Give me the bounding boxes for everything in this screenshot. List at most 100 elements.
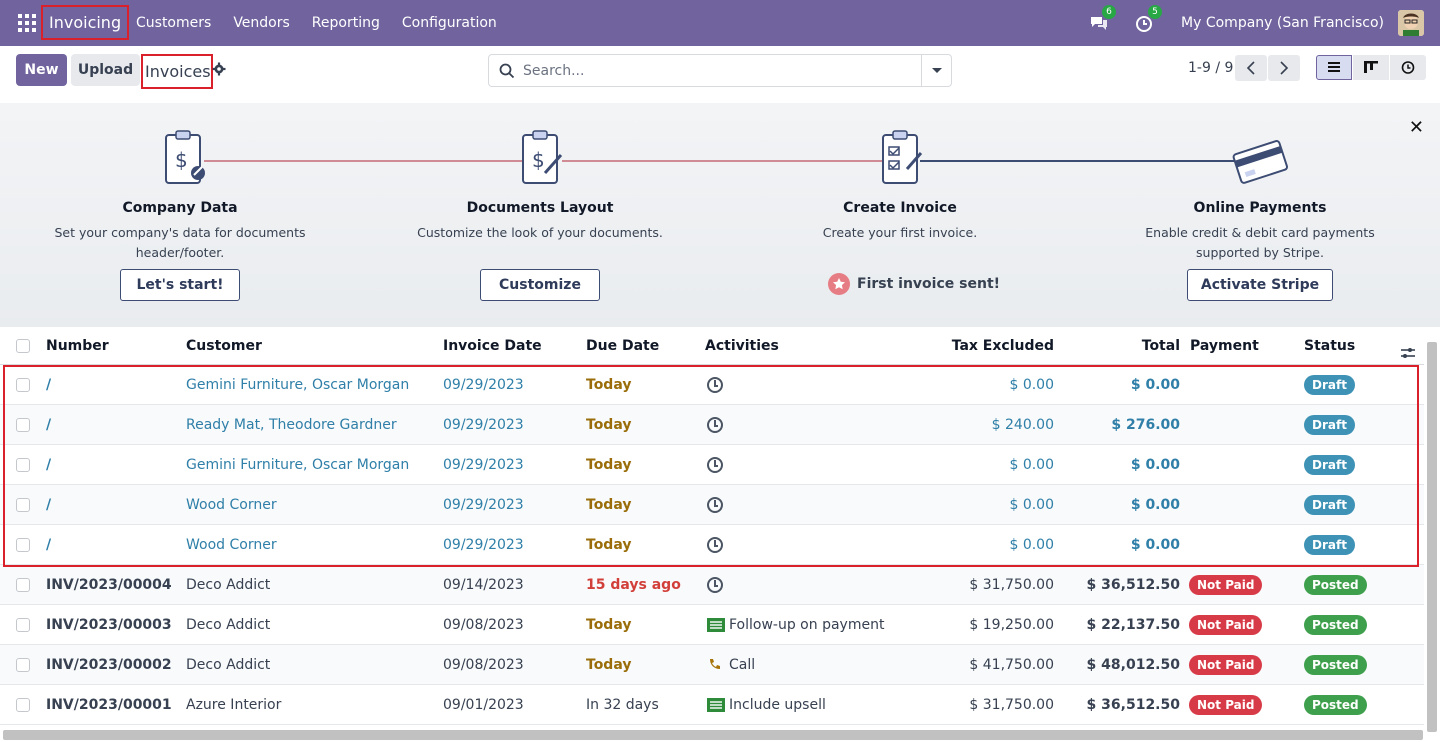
company-data-illustration-icon: $ <box>158 127 218 191</box>
search-input[interactable] <box>523 61 913 81</box>
row-checkbox[interactable] <box>16 578 30 592</box>
payment-badge: Not Paid <box>1189 695 1263 715</box>
company-switcher[interactable]: My Company (San Francisco) <box>1181 15 1384 31</box>
invoice-number: INV/2023/00002 <box>46 657 172 673</box>
activity-clock-icon[interactable]: 5 <box>1135 5 1163 33</box>
activity-clock-icon[interactable] <box>707 497 723 513</box>
step-description: Customize the look of your documents. <box>417 225 663 240</box>
activity-clock-icon[interactable] <box>707 577 723 593</box>
kanban-view-button[interactable] <box>1353 55 1389 80</box>
tax-excluded-amount: $ 0.00 <box>1009 377 1054 393</box>
table-row[interactable]: / Wood Corner 09/29/2023 Today $ 0.00 $ 0.00 D… <box>0 525 1424 565</box>
activity-clock-icon[interactable] <box>707 417 723 433</box>
step-title: Create Invoice <box>843 200 957 216</box>
customize-button[interactable]: Customize <box>480 269 600 301</box>
due-date: Today <box>586 657 632 673</box>
header-payment[interactable]: Payment <box>1190 338 1259 354</box>
table-row[interactable]: INV/2023/00004 Deco Addict 09/14/2023 15 da… <box>0 565 1424 605</box>
row-checkbox[interactable] <box>16 658 30 672</box>
customer-name: Deco Addict <box>186 657 271 673</box>
row-checkbox[interactable] <box>16 418 30 432</box>
progress-line <box>562 160 884 162</box>
status-cell: Posted <box>1304 565 1367 605</box>
menu-vendors[interactable]: Vendors <box>233 15 290 31</box>
table-row[interactable]: INV/2023/00002 Deco Addict 09/08/2023 Today… <box>0 645 1424 685</box>
row-checkbox[interactable] <box>16 618 30 632</box>
activity-clock-icon[interactable] <box>707 377 723 393</box>
pager-next-button[interactable] <box>1268 55 1300 81</box>
column-settings-icon[interactable] <box>1400 338 1416 358</box>
activity-clock-icon[interactable] <box>707 537 723 553</box>
activate-stripe-button[interactable]: Activate Stripe <box>1187 269 1333 301</box>
header-tax-excluded[interactable]: Tax Excluded <box>951 338 1054 354</box>
row-checkbox[interactable] <box>16 458 30 472</box>
pager-previous-button[interactable] <box>1235 55 1267 81</box>
activity-cell[interactable] <box>707 565 723 605</box>
table-row[interactable]: INV/2023/00003 Deco Addict 09/08/2023 Today… <box>0 605 1424 645</box>
search-options-dropdown[interactable] <box>921 55 951 86</box>
vertical-scrollbar[interactable] <box>1427 342 1437 732</box>
table-header: Number Customer Invoice Date Due Date Ac… <box>0 327 1424 365</box>
list-view-button[interactable] <box>1316 55 1352 80</box>
user-avatar[interactable] <box>1398 10 1424 36</box>
select-all-checkbox[interactable] <box>16 339 30 353</box>
header-invoice-date[interactable]: Invoice Date <box>443 338 542 354</box>
activity-clock-icon[interactable] <box>707 457 723 473</box>
status-cell: Draft <box>1304 485 1355 525</box>
apps-grid-icon[interactable] <box>18 14 36 32</box>
header-status[interactable]: Status <box>1304 338 1356 354</box>
activity-cell[interactable] <box>707 405 723 445</box>
horizontal-scrollbar[interactable] <box>3 730 1423 740</box>
activity-cell[interactable]: Call <box>707 645 755 685</box>
new-button[interactable]: New <box>16 54 67 86</box>
tax-excluded-amount: $ 31,750.00 <box>969 697 1054 713</box>
invoice-date: 09/01/2023 <box>443 697 524 713</box>
progress-line <box>920 160 1240 162</box>
pager-value[interactable]: 1-9 / 9 <box>1188 60 1234 76</box>
activity-cell[interactable] <box>707 365 723 405</box>
activity-cell[interactable] <box>707 525 723 565</box>
due-date: Today <box>586 617 632 633</box>
table-row[interactable]: / Gemini Furniture, Oscar Morgan 09/29/202… <box>0 365 1424 405</box>
header-customer[interactable]: Customer <box>186 338 262 354</box>
star-icon <box>828 273 850 295</box>
close-icon[interactable]: ✕ <box>1408 117 1424 138</box>
status-badge: Draft <box>1304 495 1355 515</box>
menu-reporting[interactable]: Reporting <box>311 15 380 31</box>
table-row[interactable]: / Gemini Furniture, Oscar Morgan 09/29/202… <box>0 445 1424 485</box>
header-due-date[interactable]: Due Date <box>586 338 660 354</box>
breadcrumb-title: Invoices <box>141 54 213 89</box>
activity-cell[interactable] <box>707 485 723 525</box>
due-date: 15 days ago <box>586 577 681 593</box>
menu-customers[interactable]: Customers <box>136 15 212 31</box>
header-number[interactable]: Number <box>46 338 109 354</box>
payment-state: Not Paid <box>1189 605 1263 645</box>
lets-start-button[interactable]: Let's start! <box>120 269 240 301</box>
row-checkbox[interactable] <box>16 498 30 512</box>
chat-count-badge: 6 <box>1102 5 1117 19</box>
activity-cell[interactable]: Follow-up on payment <box>707 605 884 645</box>
header-total[interactable]: Total <box>1141 338 1180 354</box>
activity-view-button[interactable] <box>1390 55 1426 80</box>
menu-configuration[interactable]: Configuration <box>401 15 497 31</box>
row-checkbox[interactable] <box>16 698 30 712</box>
chat-icon[interactable]: 6 <box>1089 5 1117 33</box>
table-row[interactable]: INV/2023/00001 Azure Interior 09/01/2023 In… <box>0 685 1424 725</box>
gear-icon[interactable] <box>212 62 226 76</box>
invoice-date: 09/29/2023 <box>443 377 524 393</box>
row-checkbox[interactable] <box>16 538 30 552</box>
upload-button[interactable]: Upload <box>71 54 140 86</box>
app-name[interactable]: Invoicing <box>41 5 130 40</box>
table-row[interactable]: / Ready Mat, Theodore Gardner 09/29/2023 To… <box>0 405 1424 445</box>
status-cell: Draft <box>1304 525 1355 565</box>
activity-cell[interactable]: Include upsell <box>707 685 826 725</box>
customer-name: Deco Addict <box>186 577 271 593</box>
activity-summary: Include upsell <box>729 697 826 713</box>
tax-excluded-amount: $ 41,750.00 <box>969 657 1054 673</box>
table-row[interactable]: / Wood Corner 09/29/2023 Today $ 0.00 $ 0.00 D… <box>0 485 1424 525</box>
onboarding-panel: ✕ $ Company Data Set your company's data… <box>0 103 1440 327</box>
invoice-date: 09/29/2023 <box>443 497 524 513</box>
activity-cell[interactable] <box>707 445 723 485</box>
header-activities[interactable]: Activities <box>705 338 779 354</box>
row-checkbox[interactable] <box>16 378 30 392</box>
